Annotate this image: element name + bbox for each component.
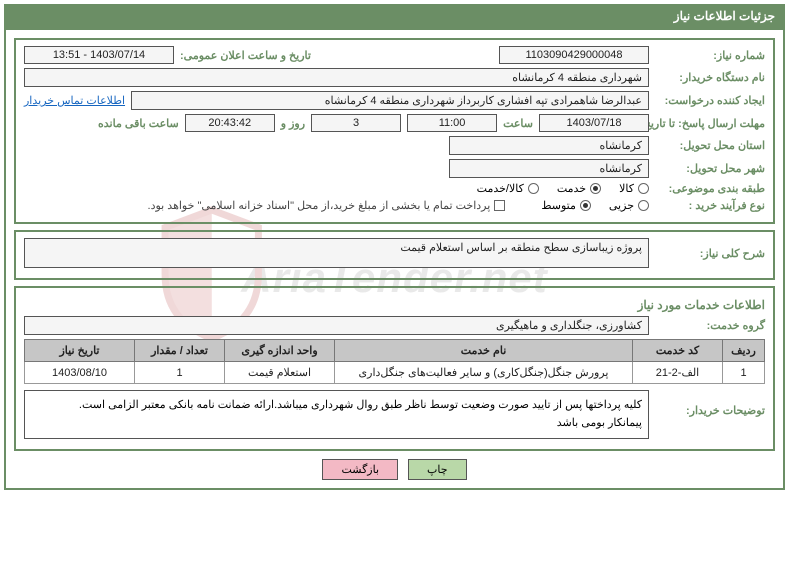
page-title: جزئیات اطلاعات نیاز xyxy=(4,4,785,28)
panel-need-summary: شرح کلی نیاز: پروژه زیباسازی سطح منطقه ب… xyxy=(14,230,775,280)
need-no-label: شماره نیاز: xyxy=(655,49,765,62)
service-group-value: کشاورزی، جنگلداری و ماهیگیری xyxy=(24,316,649,335)
th-date: تاریخ نیاز xyxy=(25,340,135,362)
city-label: شهر محل تحویل: xyxy=(655,162,765,175)
radio-medium[interactable]: متوسط xyxy=(541,199,591,212)
deadline-label: مهلت ارسال پاسخ: تا تاریخ: xyxy=(655,117,765,130)
requester-label: ایجاد کننده درخواست: xyxy=(655,94,765,107)
main-frame: شماره نیاز: 1103090429000048 تاریخ و ساع… xyxy=(4,28,785,490)
category-radio-group: کالا خدمت کالا/خدمت xyxy=(477,182,649,195)
buyer-org-value: شهرداری منطقه 4 کرمانشاه xyxy=(24,68,649,87)
proc-type-label: نوع فرآیند خرید : xyxy=(655,199,765,212)
subject-cat-label: طبقه بندی موضوعی: xyxy=(655,182,765,195)
td-date: 1403/08/10 xyxy=(25,362,135,384)
panel-services: اطلاعات خدمات مورد نیاز گروه خدمت: کشاور… xyxy=(14,286,775,451)
td-code: الف-2-21 xyxy=(633,362,723,384)
requester-value: عبدالرضا شاهمرادی تپه افشاری کاربرداز شه… xyxy=(131,91,649,110)
need-summary-value: پروژه زیباسازی سطح منطقه بر اساس استعلام… xyxy=(24,238,649,268)
contact-link[interactable]: اطلاعات تماس خریدار xyxy=(24,94,125,107)
buyer-org-label: نام دستگاه خریدار: xyxy=(655,71,765,84)
radio-service[interactable]: خدمت xyxy=(557,182,601,195)
panel-general: شماره نیاز: 1103090429000048 تاریخ و ساع… xyxy=(14,38,775,224)
publish-value: 1403/07/14 - 13:51 xyxy=(24,46,174,64)
td-unit: استعلام قیمت xyxy=(225,362,335,384)
buyer-notes-line1: کلیه پرداختها پس از تایید صورت وضعیت توس… xyxy=(31,397,642,415)
deadline-date: 1403/07/18 xyxy=(539,114,649,132)
remain-days: 3 xyxy=(311,114,401,132)
td-name: پرورش جنگل(جنگل‌کاری) و سایر فعالیت‌های … xyxy=(335,362,633,384)
radio-medium-label: متوسط xyxy=(541,199,576,212)
radio-goods-label: کالا xyxy=(619,182,634,195)
radio-both-label: کالا/خدمت xyxy=(477,182,524,195)
service-group-label: گروه خدمت: xyxy=(655,319,765,332)
remain-suffix: ساعت باقی مانده xyxy=(98,117,179,130)
radio-small-label: جزیی xyxy=(609,199,634,212)
td-row: 1 xyxy=(723,362,765,384)
need-no-value: 1103090429000048 xyxy=(499,46,649,64)
radio-circle-selected-icon xyxy=(590,183,601,194)
time-label: ساعت xyxy=(503,117,533,130)
publish-label: تاریخ و ساعت اعلان عمومی: xyxy=(180,49,311,62)
service-table: ردیف کد خدمت نام خدمت واحد اندازه گیری ت… xyxy=(24,339,765,384)
need-summary-label: شرح کلی نیاز: xyxy=(655,247,765,260)
buyer-notes-label: توضیحات خریدار: xyxy=(655,390,765,417)
td-qty: 1 xyxy=(135,362,225,384)
service-section-title: اطلاعات خدمات مورد نیاز xyxy=(24,298,765,312)
radio-circle-selected-icon xyxy=(580,200,591,211)
th-unit: واحد اندازه گیری xyxy=(225,340,335,362)
button-row: چاپ بازگشت xyxy=(14,459,775,480)
proc-radio-group: جزیی متوسط xyxy=(541,199,649,212)
th-row: ردیف xyxy=(723,340,765,362)
radio-circle-icon xyxy=(638,200,649,211)
buyer-notes-box: کلیه پرداختها پس از تایید صورت وضعیت توس… xyxy=(24,390,649,439)
radio-service-label: خدمت xyxy=(557,182,586,195)
radio-both[interactable]: کالا/خدمت xyxy=(477,182,539,195)
deadline-time: 11:00 xyxy=(407,114,497,132)
radio-goods[interactable]: کالا xyxy=(619,182,649,195)
remain-clock: 20:43:42 xyxy=(185,114,275,132)
buyer-notes-line2: پیمانکار بومی باشد xyxy=(31,415,642,433)
th-code: کد خدمت xyxy=(633,340,723,362)
table-row: 1 الف-2-21 پرورش جنگل(جنگل‌کاری) و سایر … xyxy=(25,362,765,384)
print-button[interactable]: چاپ xyxy=(408,459,467,480)
checkbox-icon xyxy=(494,200,505,211)
treasury-note: پرداخت تمام یا بخشی از مبلغ خرید،از محل … xyxy=(148,199,491,212)
back-button[interactable]: بازگشت xyxy=(322,459,398,480)
province-value: کرمانشاه xyxy=(449,136,649,155)
table-header-row: ردیف کد خدمت نام خدمت واحد اندازه گیری ت… xyxy=(25,340,765,362)
th-name: نام خدمت xyxy=(335,340,633,362)
days-and: روز و xyxy=(281,117,305,130)
city-value: کرمانشاه xyxy=(449,159,649,178)
radio-circle-icon xyxy=(638,183,649,194)
radio-small[interactable]: جزیی xyxy=(609,199,649,212)
th-qty: تعداد / مقدار xyxy=(135,340,225,362)
province-label: استان محل تحویل: xyxy=(655,139,765,152)
radio-circle-icon xyxy=(528,183,539,194)
treasury-checkbox[interactable]: پرداخت تمام یا بخشی از مبلغ خرید،از محل … xyxy=(148,199,506,212)
